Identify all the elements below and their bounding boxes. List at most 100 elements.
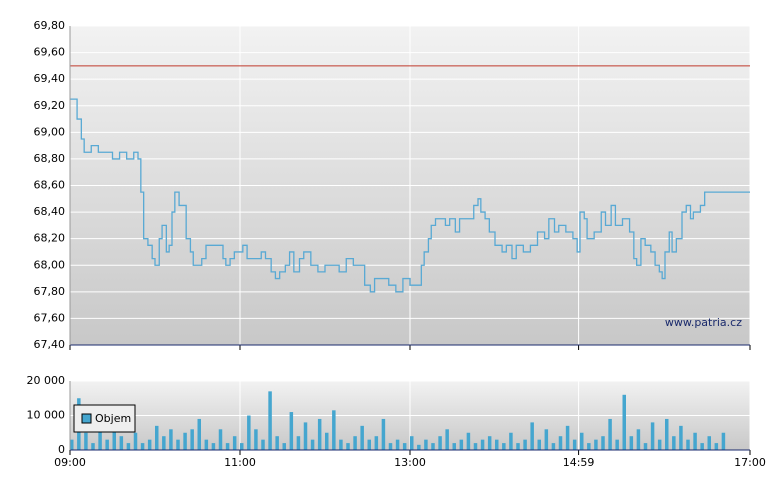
volume-bar bbox=[431, 443, 435, 450]
volume-bar bbox=[523, 439, 527, 450]
legend-label: Objem bbox=[95, 412, 131, 425]
y-tick-label: 0 bbox=[58, 443, 65, 456]
volume-bar bbox=[410, 436, 414, 450]
volume-bar bbox=[495, 439, 499, 450]
volume-bar bbox=[665, 418, 669, 450]
watermark: www.patria.cz bbox=[665, 316, 742, 329]
volume-bar bbox=[317, 418, 322, 450]
volume-bar bbox=[700, 443, 704, 450]
y-tick-label: 67,40 bbox=[34, 338, 66, 351]
y-tick-label: 68,00 bbox=[34, 258, 66, 271]
volume-bar bbox=[275, 436, 279, 450]
volume-bar bbox=[424, 439, 428, 450]
y-tick-label: 69,40 bbox=[34, 72, 66, 85]
volume-bar bbox=[686, 439, 690, 450]
volume-bar bbox=[155, 425, 159, 450]
volume-bar bbox=[502, 443, 506, 450]
volume-bar bbox=[296, 436, 301, 450]
volume-bar bbox=[225, 443, 230, 450]
volume-bar bbox=[587, 443, 591, 450]
volume-bar bbox=[452, 443, 456, 450]
volume-bar bbox=[105, 439, 109, 450]
volume-bar bbox=[438, 436, 442, 450]
volume-bar bbox=[551, 443, 556, 450]
volume-bar bbox=[601, 436, 605, 450]
volume-bar bbox=[261, 439, 265, 450]
volume-bar bbox=[650, 422, 655, 450]
volume-bar bbox=[247, 415, 251, 450]
volume-bar bbox=[70, 439, 74, 450]
volume-bar bbox=[558, 436, 563, 450]
y-tick-label: 20 000 bbox=[27, 374, 66, 387]
volume-bar bbox=[643, 443, 648, 450]
y-tick-label: 10 000 bbox=[27, 409, 66, 422]
volume-bar bbox=[714, 443, 719, 450]
volume-bar bbox=[211, 443, 216, 450]
volume-bar bbox=[395, 439, 400, 450]
x-tick-label: 17:00 bbox=[734, 456, 766, 469]
volume-bar bbox=[332, 410, 336, 450]
volume-bar bbox=[707, 436, 711, 450]
volume-bar bbox=[693, 432, 697, 450]
volume-bar bbox=[218, 429, 223, 450]
volume-bar bbox=[84, 432, 88, 450]
volume-bar bbox=[516, 443, 520, 450]
volume-bar bbox=[367, 439, 371, 450]
volume-bar bbox=[657, 439, 662, 450]
volume-bar bbox=[445, 429, 449, 450]
x-tick-label: 11:00 bbox=[224, 456, 256, 469]
volume-bar bbox=[608, 418, 612, 450]
volume-bar bbox=[240, 443, 244, 450]
x-tick-label: 09:00 bbox=[54, 456, 86, 469]
price-line bbox=[70, 98, 750, 293]
volume-bar bbox=[537, 439, 541, 450]
volume-bar bbox=[417, 444, 421, 450]
volume-bar bbox=[530, 422, 534, 450]
volume-bar bbox=[402, 443, 407, 450]
volume-bar bbox=[98, 422, 102, 450]
volume-bar bbox=[509, 432, 513, 450]
y-tick-label: 68,20 bbox=[34, 232, 66, 245]
volume-bar bbox=[636, 429, 641, 450]
volume-bar bbox=[176, 439, 180, 450]
volume-bar bbox=[232, 436, 237, 450]
volume-bar bbox=[140, 443, 145, 450]
volume-bar bbox=[197, 418, 201, 450]
volume-bar bbox=[303, 422, 308, 450]
volume-bar bbox=[679, 425, 683, 450]
y-tick-label: 68,60 bbox=[34, 179, 66, 192]
volume-bar bbox=[615, 439, 619, 450]
y-tick-label: 68,40 bbox=[34, 205, 66, 218]
volume-bar bbox=[310, 439, 315, 450]
volume-bar bbox=[162, 436, 166, 450]
volume-bar bbox=[147, 439, 152, 450]
volume-bar bbox=[325, 432, 329, 450]
volume-bar bbox=[289, 412, 294, 450]
volume-bar bbox=[353, 436, 357, 450]
y-tick-label: 69,20 bbox=[34, 99, 66, 112]
volume-bar bbox=[112, 429, 116, 450]
volume-bar bbox=[487, 436, 492, 450]
volume-bar bbox=[721, 432, 726, 450]
volume-bar bbox=[374, 436, 379, 450]
volume-bar bbox=[544, 429, 549, 450]
volume-bar bbox=[346, 443, 350, 450]
volume-bar bbox=[169, 429, 173, 450]
volume-bar bbox=[91, 443, 95, 450]
y-tick-label: 69,60 bbox=[34, 46, 66, 59]
volume-bar bbox=[480, 439, 485, 450]
volume-bar bbox=[119, 436, 124, 450]
volume-bar bbox=[381, 418, 386, 450]
volume-bar bbox=[183, 432, 187, 450]
x-tick-label: 14:59 bbox=[563, 456, 595, 469]
y-tick-label: 68,80 bbox=[34, 152, 66, 165]
volume-bar bbox=[204, 439, 209, 450]
volume-bar bbox=[594, 439, 598, 450]
volume-bar bbox=[565, 425, 570, 450]
volume-bar bbox=[459, 439, 464, 450]
volume-bar bbox=[572, 439, 577, 450]
volume-bar bbox=[360, 425, 364, 450]
x-tick-label: 13:00 bbox=[394, 456, 426, 469]
y-tick-label: 67,60 bbox=[34, 311, 66, 324]
